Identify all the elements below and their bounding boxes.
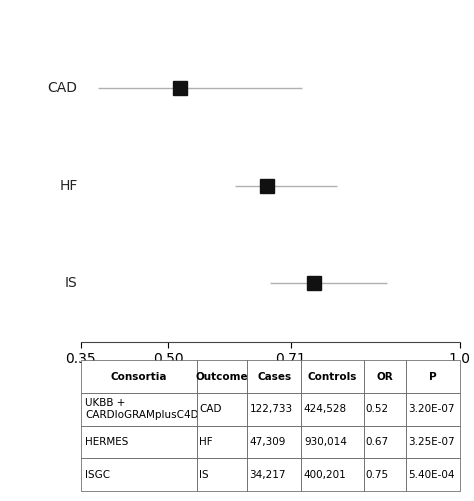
Text: IS: IS (65, 277, 78, 291)
Text: HF: HF (59, 179, 78, 193)
Text: CAD: CAD (48, 81, 78, 95)
